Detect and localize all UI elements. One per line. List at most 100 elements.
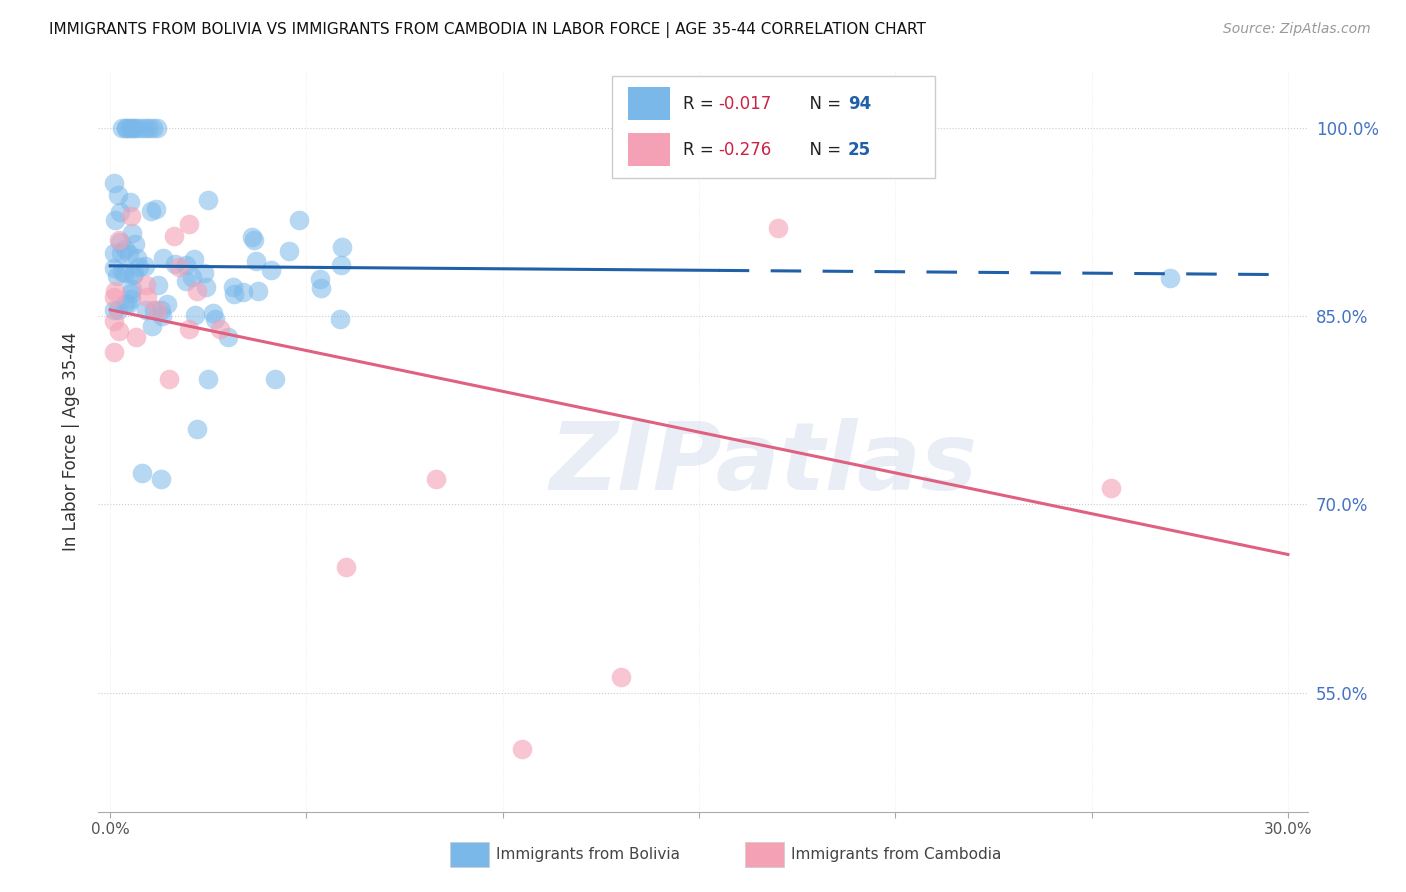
Point xyxy=(125,252,148,266)
Point xyxy=(103,246,125,260)
Point xyxy=(135,277,157,292)
Point xyxy=(146,302,169,317)
Point xyxy=(145,202,167,217)
Point xyxy=(111,120,134,135)
FancyBboxPatch shape xyxy=(627,87,669,120)
Point xyxy=(766,221,789,235)
Point xyxy=(134,259,156,273)
Point xyxy=(135,302,157,317)
Point xyxy=(264,372,287,386)
Point xyxy=(118,120,141,135)
Point xyxy=(335,560,357,574)
Point xyxy=(103,176,125,190)
Point xyxy=(114,266,136,280)
Point xyxy=(222,280,245,294)
Point xyxy=(193,266,215,280)
Point xyxy=(217,330,239,344)
Point xyxy=(329,312,352,326)
Point xyxy=(512,742,534,756)
Point xyxy=(150,302,173,317)
Point xyxy=(167,260,190,275)
Point xyxy=(329,258,352,272)
Point xyxy=(139,203,162,218)
Text: ZIPatlas: ZIPatlas xyxy=(550,417,977,509)
Point xyxy=(232,285,254,300)
Point xyxy=(118,195,141,210)
Text: -0.276: -0.276 xyxy=(718,141,772,159)
Text: R =: R = xyxy=(683,141,718,159)
Point xyxy=(146,278,169,293)
Point xyxy=(117,297,139,311)
Point xyxy=(186,284,208,298)
Point xyxy=(425,472,447,486)
Point xyxy=(222,287,245,301)
Point xyxy=(120,209,142,223)
Point xyxy=(124,237,146,252)
FancyBboxPatch shape xyxy=(627,133,669,166)
Point xyxy=(103,261,125,276)
Point xyxy=(111,265,134,279)
Text: IMMIGRANTS FROM BOLIVIA VS IMMIGRANTS FROM CAMBODIA IN LABOR FORCE | AGE 35-44 C: IMMIGRANTS FROM BOLIVIA VS IMMIGRANTS FR… xyxy=(49,22,927,38)
Y-axis label: In Labor Force | Age 35-44: In Labor Force | Age 35-44 xyxy=(62,332,80,551)
Point xyxy=(247,284,270,298)
Point xyxy=(204,311,226,326)
FancyBboxPatch shape xyxy=(745,842,785,867)
Point xyxy=(240,230,263,244)
Point xyxy=(163,229,186,244)
Point xyxy=(128,260,150,274)
Point xyxy=(309,272,332,286)
Point xyxy=(177,217,200,231)
Point xyxy=(114,242,136,256)
Point xyxy=(163,257,186,271)
Point xyxy=(245,254,267,268)
Point xyxy=(157,372,180,386)
Point xyxy=(105,268,128,283)
Point xyxy=(122,120,145,135)
Point xyxy=(124,267,146,281)
Point xyxy=(114,297,136,311)
Point xyxy=(120,292,142,306)
Point xyxy=(184,308,207,322)
Point xyxy=(110,245,132,260)
Point xyxy=(103,345,125,359)
Text: N =: N = xyxy=(799,95,846,112)
Point xyxy=(1159,271,1181,285)
Point xyxy=(122,120,145,135)
Point xyxy=(103,290,125,304)
Point xyxy=(131,120,153,135)
Point xyxy=(107,188,129,202)
Point xyxy=(120,286,142,301)
Point xyxy=(141,319,163,334)
Point xyxy=(197,372,219,386)
Point xyxy=(107,325,129,339)
Point xyxy=(209,321,232,335)
FancyBboxPatch shape xyxy=(612,76,935,178)
Point xyxy=(186,422,208,436)
Point xyxy=(177,321,200,335)
Text: Immigrants from Bolivia: Immigrants from Bolivia xyxy=(496,847,679,862)
Point xyxy=(156,296,179,310)
Point xyxy=(110,204,132,219)
Text: Immigrants from Cambodia: Immigrants from Cambodia xyxy=(790,847,1001,862)
Point xyxy=(609,670,631,684)
Point xyxy=(136,290,159,304)
FancyBboxPatch shape xyxy=(450,842,489,867)
Point xyxy=(150,309,173,323)
Point xyxy=(135,120,157,135)
Point xyxy=(201,306,224,320)
Point xyxy=(138,120,160,135)
Point xyxy=(104,284,127,298)
Point xyxy=(197,193,219,207)
Text: 25: 25 xyxy=(848,141,870,159)
Point xyxy=(121,226,143,240)
Point xyxy=(142,302,165,317)
Text: R =: R = xyxy=(683,95,718,112)
Point xyxy=(183,252,205,266)
Text: 94: 94 xyxy=(848,95,870,112)
Point xyxy=(127,120,149,135)
Point xyxy=(118,246,141,260)
Point xyxy=(309,281,332,295)
Point xyxy=(150,472,173,486)
Point xyxy=(152,251,174,265)
Point xyxy=(103,302,125,317)
